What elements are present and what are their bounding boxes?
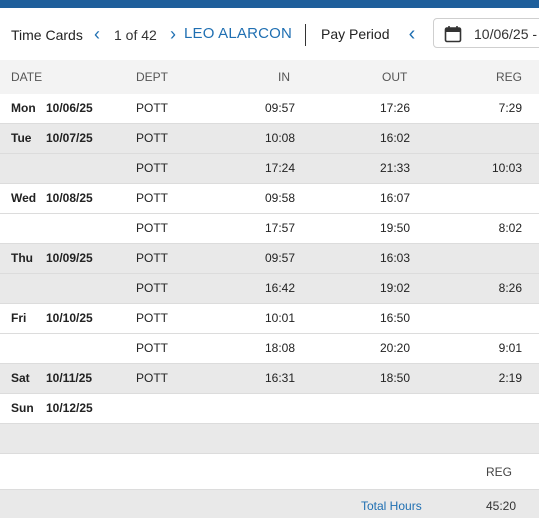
cell-day: Mon (11, 101, 36, 115)
cell-dept: POTT (136, 251, 168, 265)
cell-day: Tue (11, 131, 32, 145)
timecard-table: Mon 10/06/25 POTT 09:57 17:26 7:29 Tue 1… (0, 94, 539, 424)
table-row[interactable]: Sun 10/12/25 (0, 394, 539, 424)
table-row[interactable]: Tue 10/07/25 POTT 10:08 16:02 (0, 124, 539, 154)
cell-in: 17:57 (265, 221, 296, 235)
cell-reg: 7:29 (498, 101, 522, 115)
cell-in: 09:57 (265, 251, 296, 265)
cell-dept: POTT (136, 191, 168, 205)
cell-date: 10/06/25 (46, 101, 93, 115)
col-reg-header[interactable]: REG (495, 70, 522, 84)
table-row[interactable]: Fri 10/10/25 POTT 10:01 16:50 (0, 304, 539, 334)
top-accent-bar (0, 0, 539, 8)
pay-period-date-field[interactable]: 10/06/25 - (433, 18, 539, 48)
record-counter: 1 of 42 (114, 27, 157, 43)
cell-dept: POTT (136, 101, 168, 115)
cell-in: 18:08 (265, 341, 296, 355)
totals-reg-header: REG (485, 465, 512, 479)
cell-reg: 2:19 (498, 371, 522, 385)
cell-reg: 8:02 (498, 221, 522, 235)
cell-reg: 9:01 (498, 341, 522, 355)
cell-in: 10:08 (265, 131, 296, 145)
pay-period-date-value: 10/06/25 - (474, 26, 538, 42)
table-row[interactable]: POTT 18:08 20:20 9:01 (0, 334, 539, 364)
cell-date: 10/08/25 (46, 191, 93, 205)
cell-out: 19:50 (380, 221, 411, 235)
cell-day: Sat (11, 371, 30, 385)
totals-row: Total Hours 45:20 (0, 490, 539, 518)
cell-dept: POTT (136, 131, 168, 145)
cell-date: 10/11/25 (46, 371, 93, 385)
table-row[interactable]: Thu 10/09/25 POTT 09:57 16:03 (0, 244, 539, 274)
pay-period-label: Pay Period (321, 26, 390, 42)
calendar-icon[interactable] (444, 25, 462, 43)
timecard-header: Time Cards ‹ 1 of 42 › LEO ALARCON Pay P… (0, 8, 539, 60)
pay-period-prev-icon[interactable]: ‹ (408, 23, 416, 45)
cell-out: 16:02 (380, 131, 411, 145)
table-row[interactable]: Sat 10/11/25 POTT 16:31 18:50 2:19 (0, 364, 539, 394)
total-hours-label[interactable]: Total Hours (361, 499, 422, 513)
total-hours-value: 45:20 (485, 499, 516, 513)
chevron-right-icon[interactable]: › (170, 24, 176, 44)
chevron-left-icon[interactable]: ‹ (94, 24, 100, 44)
totals-header-row: REG (0, 454, 539, 490)
cell-day: Sun (11, 401, 34, 415)
cell-out: 17:26 (380, 101, 411, 115)
cell-dept: POTT (136, 281, 168, 295)
table-row[interactable]: Wed 10/08/25 POTT 09:58 16:07 (0, 184, 539, 214)
cell-date: 10/10/25 (46, 311, 93, 325)
cell-date: 10/09/25 (46, 251, 93, 265)
cell-out: 16:50 (380, 311, 411, 325)
cell-in: 17:24 (265, 161, 296, 175)
cell-out: 16:03 (380, 251, 411, 265)
col-out-header[interactable]: OUT (382, 70, 408, 84)
cell-out: 16:07 (380, 191, 411, 205)
cell-in: 10:01 (265, 311, 296, 325)
cell-in: 16:31 (265, 371, 296, 385)
cell-reg: 10:03 (491, 161, 522, 175)
empty-row (0, 424, 539, 454)
col-dept-header[interactable]: DEPT (136, 70, 169, 84)
cell-dept: POTT (136, 221, 168, 235)
cell-out: 20:20 (380, 341, 411, 355)
cell-dept: POTT (136, 371, 168, 385)
table-row[interactable]: POTT 17:57 19:50 8:02 (0, 214, 539, 244)
table-row[interactable]: Mon 10/06/25 POTT 09:57 17:26 7:29 (0, 94, 539, 124)
cell-dept: POTT (136, 341, 168, 355)
cell-day: Fri (11, 311, 27, 325)
table-row[interactable]: POTT 17:24 21:33 10:03 (0, 154, 539, 184)
table-row[interactable]: POTT 16:42 19:02 8:26 (0, 274, 539, 304)
header-divider (305, 24, 306, 46)
cell-dept: POTT (136, 161, 168, 175)
cell-reg: 8:26 (498, 281, 522, 295)
cell-date: 10/07/25 (46, 131, 93, 145)
col-date-header[interactable]: DATE (11, 70, 43, 84)
cell-in: 16:42 (265, 281, 296, 295)
cell-day: Thu (11, 251, 33, 265)
employee-name-link[interactable]: LEO ALARCON (184, 25, 293, 42)
col-in-header[interactable]: IN (278, 70, 290, 84)
cell-dept: POTT (136, 311, 168, 325)
cell-in: 09:58 (265, 191, 296, 205)
cell-date: 10/12/25 (46, 401, 93, 415)
cell-day: Wed (11, 191, 37, 205)
cell-in: 09:57 (265, 101, 296, 115)
cell-out: 21:33 (380, 161, 411, 175)
column-header-row: DATE DEPT IN OUT REG (0, 60, 539, 95)
cell-out: 18:50 (380, 371, 411, 385)
cell-out: 19:02 (380, 281, 411, 295)
page-title: Time Cards (11, 27, 83, 43)
